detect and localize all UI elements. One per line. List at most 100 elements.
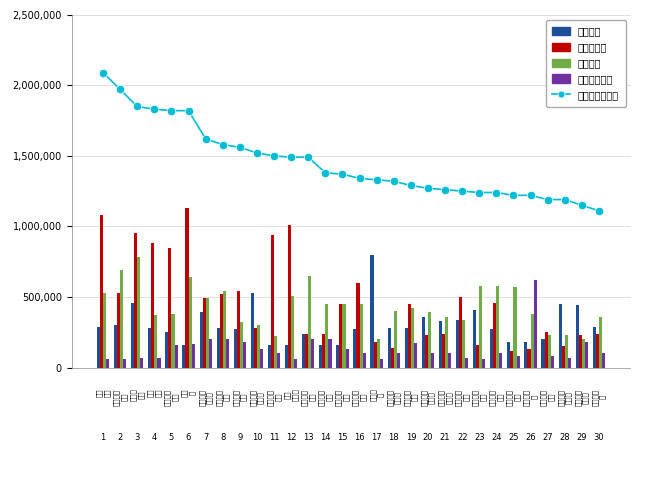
Bar [131,303,134,368]
브랜드평판지수 [441,187,449,193]
Text: 트와이스
나연: 트와이스 나연 [216,389,230,406]
Bar [137,257,140,368]
Text: 레드벨벳
이조: 레드벨벳 이조 [301,389,315,406]
Bar [596,334,599,368]
브랜드평판지수 [304,154,312,160]
Bar [346,349,348,368]
Bar [271,235,274,368]
Bar [428,313,431,368]
Bar [405,328,408,368]
Bar [240,322,243,368]
브랜드평판지수 [185,108,192,114]
브랜드평판지수 [372,177,380,183]
브랜드평판지수 [99,70,107,75]
Bar [257,325,260,368]
Bar [175,345,177,368]
Bar [425,335,428,368]
Bar [525,342,527,368]
Bar [260,349,263,368]
Bar [220,294,223,368]
Bar [414,343,417,368]
Text: 21: 21 [440,433,450,442]
Bar [100,215,103,368]
브랜드평판지수 [510,193,517,198]
브랜드평판지수 [595,208,603,214]
Text: 12: 12 [286,433,296,442]
Text: 4: 4 [151,433,157,442]
Bar [234,329,237,368]
Bar [374,342,376,368]
브랜드평판지수 [270,153,278,159]
브랜드평판지수 [202,136,209,142]
Text: 마마무
화사: 마마무 화사 [130,389,144,401]
Bar [326,304,328,368]
Bar [268,345,271,368]
Text: 15: 15 [337,433,348,442]
Bar [251,293,254,368]
Bar [354,329,356,368]
Bar [541,339,545,368]
Bar [593,326,596,368]
Bar [510,350,514,368]
Text: 블랙핑크
지수: 블랙핑크 지수 [318,389,332,406]
Text: 블랙핑크
제니: 블랙핑크 제니 [113,389,127,406]
Text: 27: 27 [542,433,553,442]
Bar [370,255,374,368]
Text: 트와이스
이지: 트와이스 이지 [352,389,367,406]
Text: 트와이스
미나: 트와이스 미나 [233,389,247,406]
Bar [462,319,465,368]
Bar [339,304,343,368]
Text: 17: 17 [371,433,382,442]
Bar [482,359,486,368]
Bar [476,345,479,368]
Bar [114,325,117,368]
브랜드평판지수 [287,154,295,160]
Text: 소녀시대
수영: 소녀시대 수영 [541,389,554,406]
Text: 있지
아: 있지 아 [181,389,196,397]
Bar [602,353,605,368]
Text: 1: 1 [101,433,106,442]
Bar [305,334,308,368]
Bar [548,335,551,368]
브랜드평판지수 [168,108,176,114]
Bar [356,283,359,368]
Text: 아이즈원
안유전: 아이즈원 안유전 [438,389,452,406]
Bar [343,304,346,368]
Bar [117,293,120,368]
Bar [497,286,499,368]
Text: 23: 23 [474,433,484,442]
브랜드평판지수 [458,188,466,194]
브랜드평판지수 [253,150,261,156]
브랜드평판지수 [526,193,534,198]
Bar [376,339,380,368]
Text: 7: 7 [203,433,209,442]
Bar [172,314,175,368]
Bar [291,295,294,368]
Bar [530,314,534,368]
Bar [209,339,212,368]
Bar [124,359,126,368]
Bar [517,356,519,368]
Bar [336,345,339,368]
Bar [319,345,322,368]
Bar [243,342,246,368]
Bar [551,356,554,368]
브랜드평판지수 [133,103,141,109]
Bar [394,311,397,368]
Bar [493,303,497,368]
Bar [223,291,226,368]
브랜드평판지수 [236,145,244,150]
Text: 22: 22 [457,433,467,442]
Bar [527,349,530,368]
Bar [154,315,157,368]
Text: 소녀시대
유아: 소녀시대 유아 [335,389,350,406]
Bar [216,328,220,368]
Bar [106,359,109,368]
Bar [562,346,565,368]
Text: 트와이스
다현: 트와이스 다현 [489,389,504,406]
Text: 30: 30 [593,433,604,442]
브랜드평판지수 [561,196,569,202]
Text: 16: 16 [354,433,365,442]
브랜드평판지수 [544,196,552,202]
Bar [431,353,434,368]
